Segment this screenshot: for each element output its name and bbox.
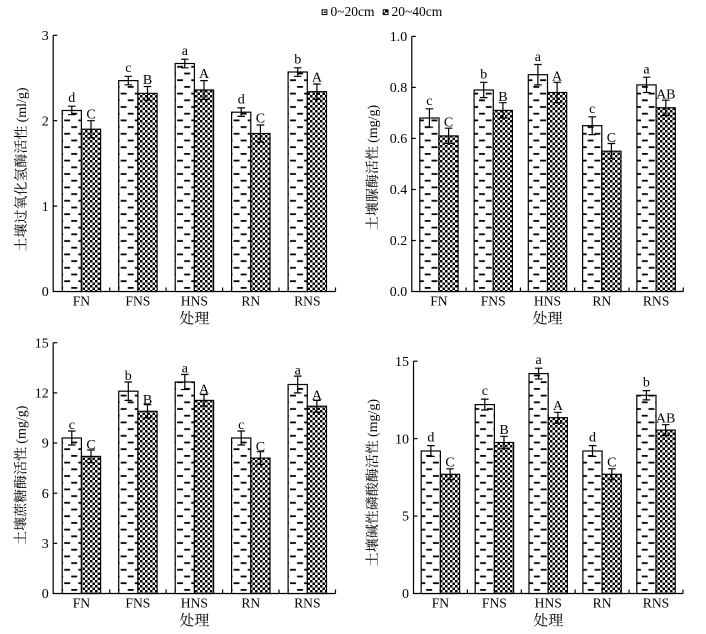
svg-text:(mg/g): (mg/g) (366, 104, 381, 142)
svg-text:b: b (643, 376, 650, 391)
svg-text:A: A (552, 70, 563, 85)
svg-text:RNS: RNS (643, 294, 669, 309)
svg-text:5: 5 (402, 510, 409, 525)
svg-text:RN: RN (241, 596, 260, 611)
svg-text:6: 6 (42, 487, 49, 502)
svg-text:RN: RN (593, 596, 612, 611)
svg-text:c: c (238, 418, 244, 433)
svg-text:FNS: FNS (481, 294, 506, 309)
svg-text:C: C (86, 107, 95, 122)
svg-text:AB: AB (656, 412, 675, 427)
svg-text:A: A (553, 399, 564, 414)
svg-text:2: 2 (42, 114, 49, 129)
svg-text:B: B (498, 90, 507, 105)
svg-text:HNS: HNS (181, 294, 208, 309)
svg-text:b: b (125, 369, 132, 384)
svg-text:FN: FN (73, 294, 91, 309)
svg-text:(mg/g): (mg/g) (14, 405, 29, 443)
svg-text:15: 15 (35, 336, 49, 351)
svg-text:a: a (643, 63, 650, 78)
svg-text:3: 3 (42, 29, 49, 44)
svg-text:HNS: HNS (181, 596, 208, 611)
svg-text:1: 1 (42, 200, 49, 215)
svg-text:a: a (182, 362, 189, 377)
svg-text:RNS: RNS (643, 596, 669, 611)
svg-text:(mg/g): (mg/g) (366, 399, 381, 437)
svg-text:a: a (295, 363, 302, 378)
svg-text:FNS: FNS (482, 596, 507, 611)
svg-text:FN: FN (432, 596, 450, 611)
svg-text:A: A (312, 389, 323, 404)
svg-text:FNS: FNS (125, 294, 150, 309)
svg-text:c: c (589, 102, 595, 117)
svg-text:c: c (482, 384, 488, 399)
svg-text:3: 3 (42, 537, 49, 552)
svg-text:c: c (426, 94, 432, 109)
svg-text:RN: RN (592, 294, 611, 309)
svg-text:C: C (256, 112, 265, 127)
svg-text:b: b (480, 68, 487, 83)
svg-text:0.6: 0.6 (390, 132, 408, 147)
svg-text:RNS: RNS (294, 596, 320, 611)
svg-text:B: B (143, 73, 152, 88)
svg-text:0.8: 0.8 (390, 81, 408, 96)
svg-text:20~40cm: 20~40cm (392, 4, 443, 19)
svg-text:0: 0 (402, 587, 409, 602)
svg-text:15: 15 (395, 355, 409, 370)
svg-text:FNS: FNS (125, 596, 150, 611)
svg-text:A: A (199, 67, 210, 82)
svg-text:C: C (86, 438, 95, 453)
svg-text:C: C (256, 440, 265, 455)
svg-text:(ml/g): (ml/g) (15, 87, 30, 122)
svg-text:B: B (499, 423, 508, 438)
svg-text:AB: AB (656, 88, 675, 103)
svg-text:C: C (607, 131, 616, 146)
svg-text:RNS: RNS (294, 294, 320, 309)
svg-text:FN: FN (73, 596, 91, 611)
svg-text:0: 0 (42, 587, 49, 602)
svg-text:C: C (445, 456, 454, 471)
svg-text:HNS: HNS (535, 596, 562, 611)
svg-text:d: d (427, 431, 434, 446)
svg-text:d: d (68, 91, 75, 106)
svg-text:a: a (535, 50, 542, 65)
svg-text:HNS: HNS (534, 294, 561, 309)
svg-text:FN: FN (430, 294, 448, 309)
svg-text:0.0: 0.0 (390, 285, 408, 300)
svg-text:C: C (607, 456, 616, 471)
svg-text:b: b (294, 53, 301, 68)
svg-text:C: C (444, 116, 453, 131)
svg-text:0.2: 0.2 (390, 234, 408, 249)
svg-text:12: 12 (35, 387, 49, 402)
svg-text:A: A (312, 71, 323, 86)
svg-text:d: d (589, 431, 596, 446)
svg-text:A: A (199, 383, 210, 398)
svg-text:9: 9 (42, 437, 49, 452)
svg-text:d: d (238, 93, 245, 108)
svg-text:c: c (125, 61, 131, 76)
svg-text:0: 0 (42, 285, 49, 300)
svg-text:a: a (182, 44, 189, 59)
svg-text:0~20cm: 0~20cm (331, 4, 376, 19)
svg-text:a: a (535, 353, 542, 368)
svg-text:RN: RN (241, 294, 260, 309)
svg-text:0.4: 0.4 (390, 183, 408, 198)
svg-text:1.0: 1.0 (390, 30, 408, 45)
svg-text:B: B (143, 393, 152, 408)
svg-text:10: 10 (395, 432, 409, 447)
svg-text:c: c (69, 418, 75, 433)
